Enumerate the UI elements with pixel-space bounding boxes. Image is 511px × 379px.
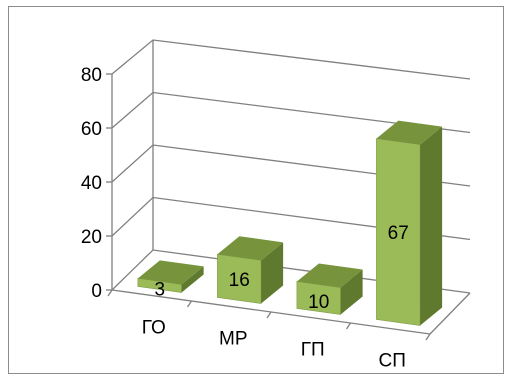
data-label: 67 — [388, 223, 409, 244]
bars: 3 16 10 67 — [137, 120, 443, 326]
bar-top — [217, 236, 284, 261]
bar-top — [137, 260, 204, 285]
data-label: 10 — [308, 292, 329, 313]
bar-side — [181, 266, 204, 293]
x-tick-mark — [186, 300, 193, 308]
category-label: ГО — [142, 318, 166, 339]
data-label: 16 — [229, 270, 250, 291]
y-tick-label: 40 — [81, 173, 102, 194]
y-axis-ticks: 0 20 40 60 80 — [81, 65, 112, 302]
category-label: МР — [219, 329, 248, 350]
y-tick-label: 20 — [81, 227, 102, 248]
bar-МР: 16 — [217, 236, 284, 304]
bar-ГП: 10 — [296, 263, 363, 315]
category-label: ГП — [301, 340, 325, 361]
gridline — [111, 39, 471, 80]
x-tick-mark — [425, 333, 431, 341]
bar-СП: 67 — [376, 120, 443, 326]
data-label: 3 — [154, 279, 165, 300]
y-tick-label: 0 — [91, 281, 102, 302]
floor-edge — [429, 292, 471, 335]
x-tick-mark — [107, 289, 113, 297]
x-tick-mark — [266, 311, 272, 319]
x-tick-mark — [345, 322, 352, 330]
bar-top — [296, 263, 363, 288]
y-tick-label: 80 — [81, 65, 102, 86]
bar-side — [261, 242, 284, 304]
bar-side — [420, 126, 443, 326]
x-axis-categories: ГО МР ГП СП — [142, 318, 406, 372]
category-label: СП — [379, 351, 406, 372]
bar-side — [340, 269, 363, 315]
bar-ГО: 3 — [137, 260, 204, 300]
bar-top — [376, 120, 443, 145]
y-tick-label: 60 — [81, 119, 102, 140]
